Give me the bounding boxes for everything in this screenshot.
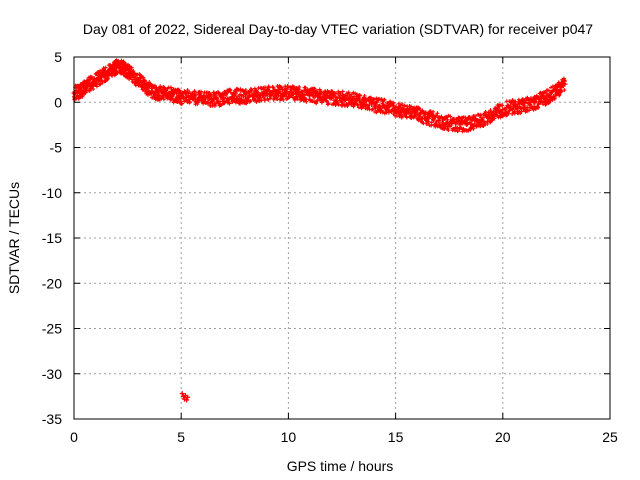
y-tick-label: 5 <box>54 49 62 65</box>
y-tick-label: -5 <box>50 140 63 156</box>
x-tick-label: 0 <box>70 429 78 445</box>
x-tick-label: 10 <box>281 429 297 445</box>
x-tick-label: 15 <box>388 429 404 445</box>
x-tick-label: 20 <box>495 429 511 445</box>
x-tick-label: 5 <box>177 429 185 445</box>
y-tick-label: 0 <box>54 94 62 110</box>
y-tick-label: -35 <box>42 411 62 427</box>
data-point <box>185 394 191 400</box>
chart-title: Day 081 of 2022, Sidereal Day-to-day VTE… <box>83 21 593 37</box>
series-main <box>71 58 568 134</box>
y-tick-label: -30 <box>42 366 62 382</box>
series-outlier <box>179 391 191 403</box>
y-tick-label: -25 <box>42 321 62 337</box>
y-axis-label: SDTVAR / TECUs <box>6 182 22 294</box>
data-series <box>71 58 568 403</box>
data-band <box>72 58 567 134</box>
data-point <box>179 391 185 397</box>
y-tick-label: -10 <box>42 185 62 201</box>
axis-ticks: 0 5 10 15 20 25 5 0 -5 -10 -15 -20 -25 -30 -35 <box>42 49 618 445</box>
x-tick-label: 25 <box>602 429 618 445</box>
data-point <box>184 397 190 403</box>
y-tick-label: -15 <box>42 230 62 246</box>
y-tick-label: -20 <box>42 275 62 291</box>
x-axis-label: GPS time / hours <box>287 458 394 474</box>
